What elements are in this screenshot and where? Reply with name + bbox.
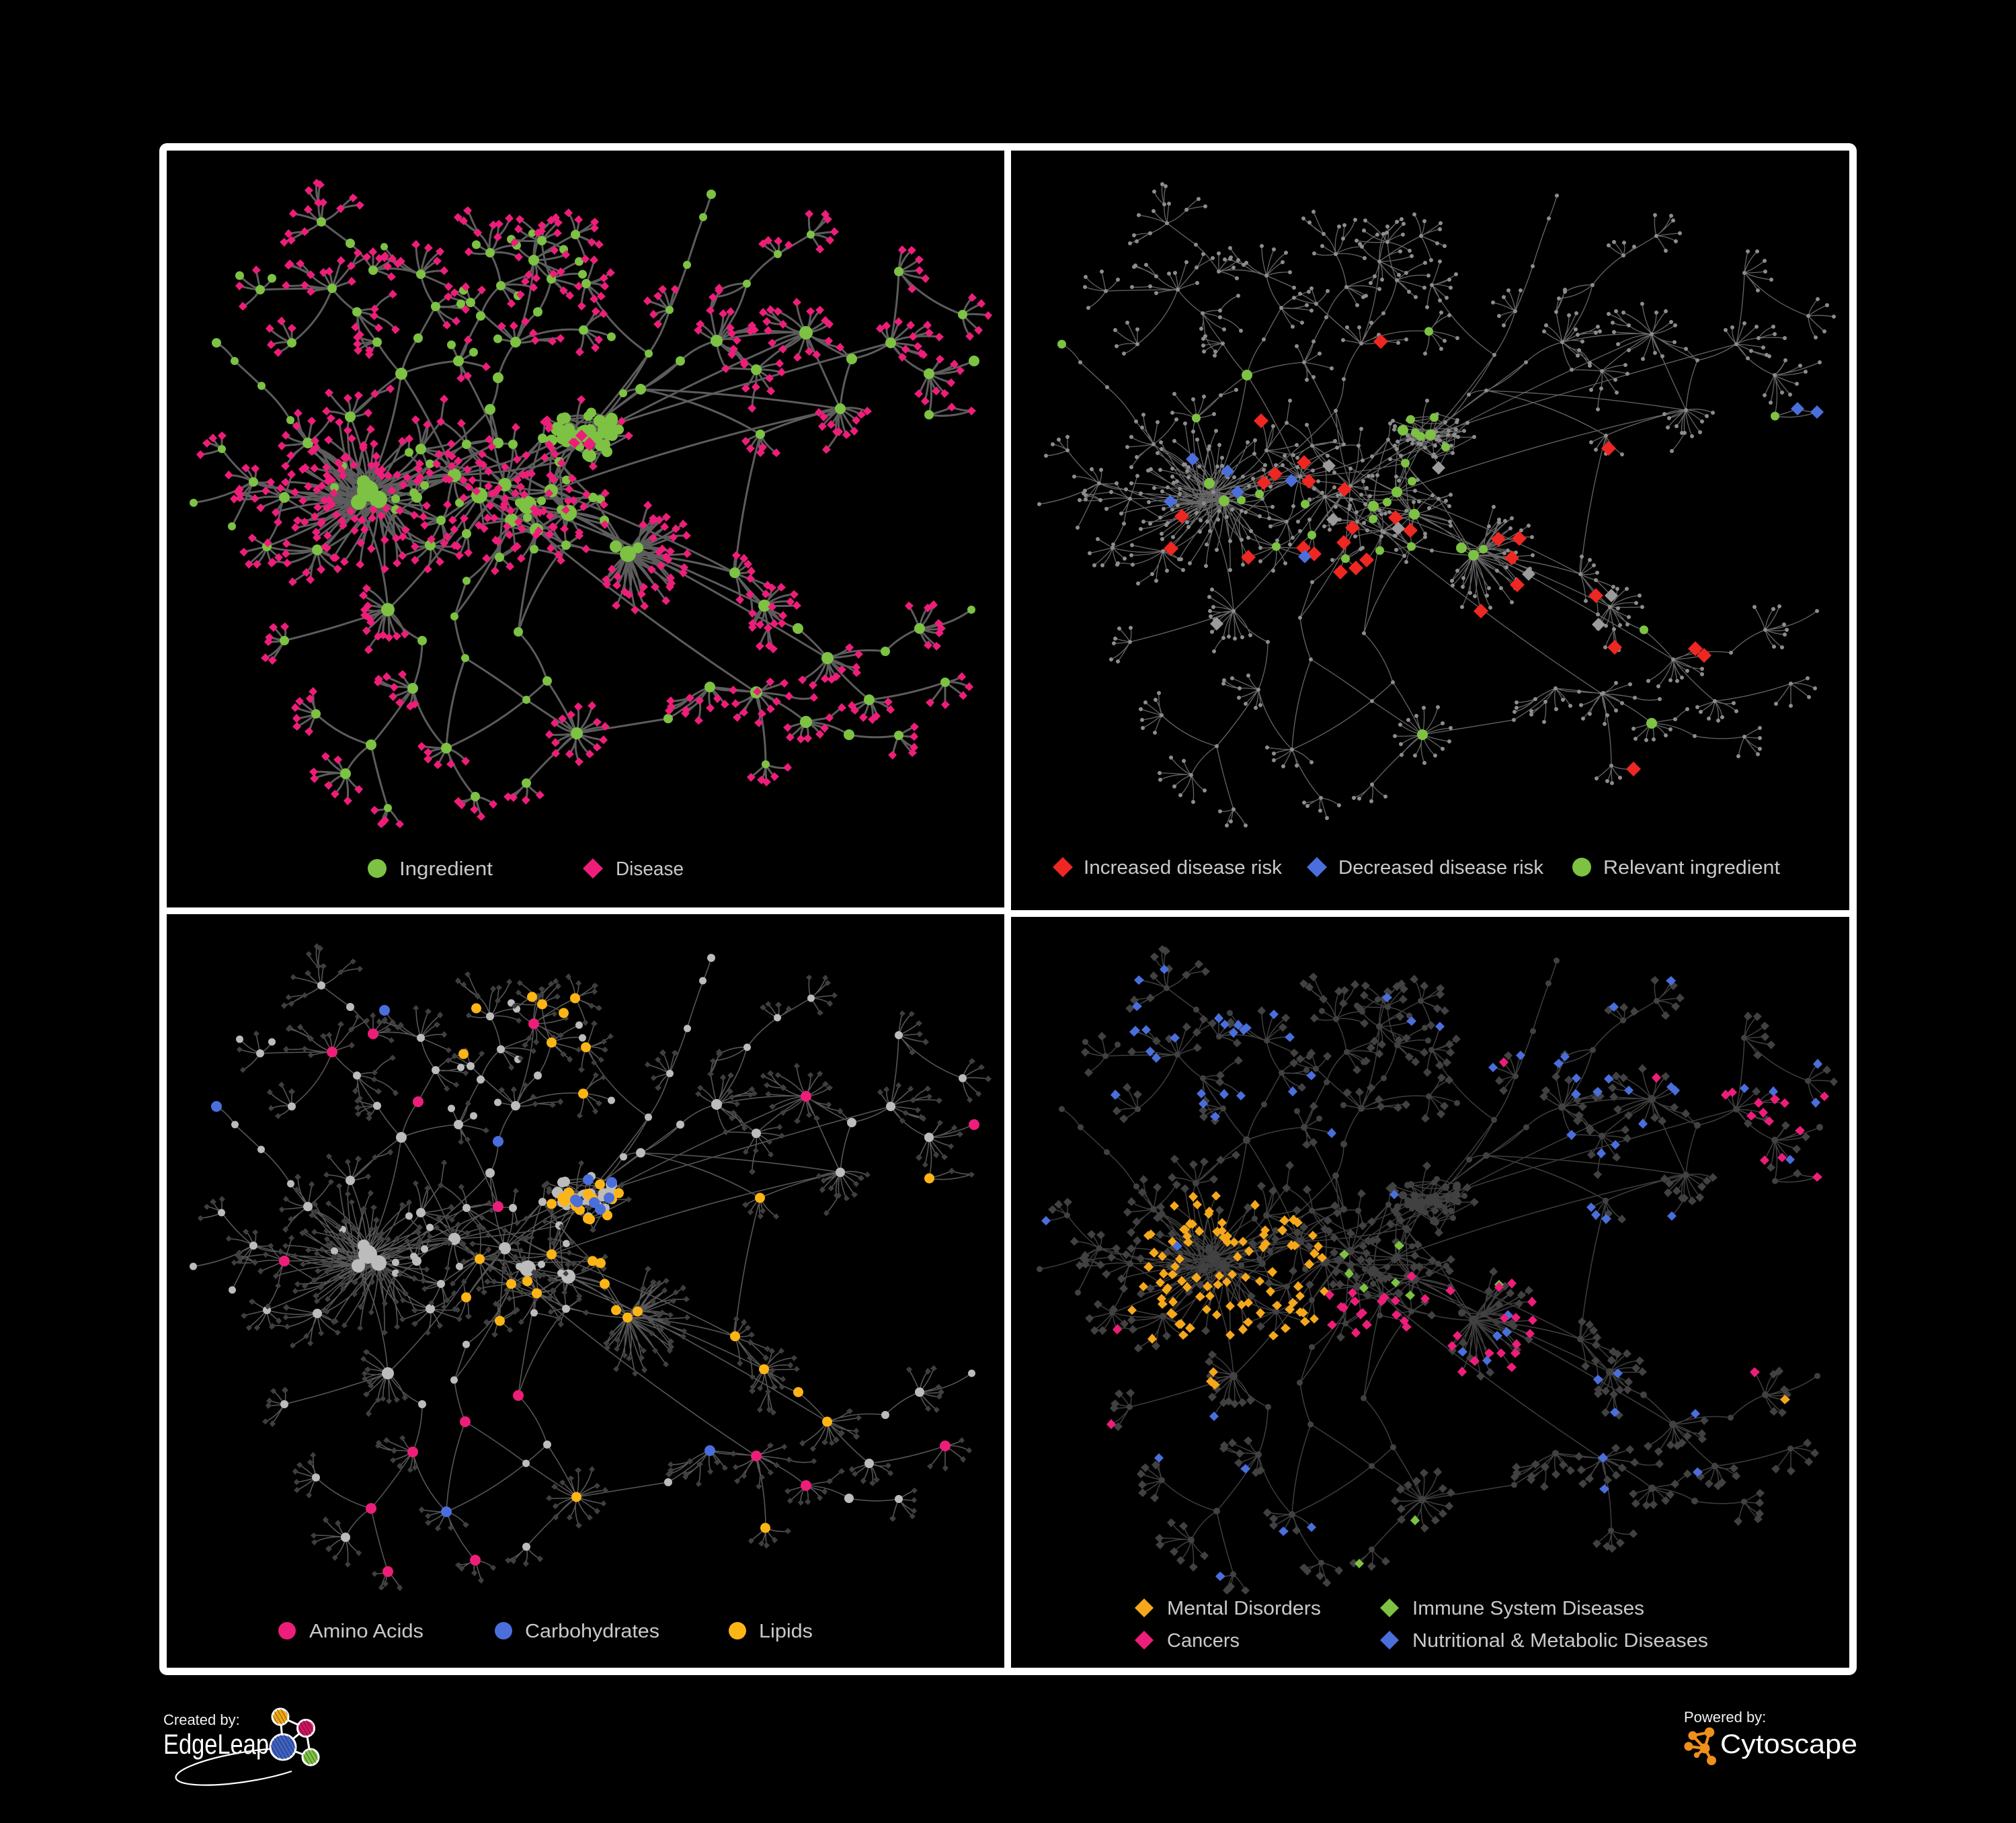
- svg-text:Carbohydrates: Carbohydrates: [525, 1621, 659, 1642]
- svg-text:Relevant ingredient: Relevant ingredient: [1603, 857, 1780, 879]
- svg-text:Ingredient: Ingredient: [399, 858, 493, 880]
- svg-text:Cytoscape: Cytoscape: [1720, 1730, 1857, 1759]
- svg-text:Disease: Disease: [616, 858, 684, 880]
- svg-text:EdgeLeap: EdgeLeap: [163, 1728, 269, 1760]
- svg-text:Increased disease risk: Increased disease risk: [1084, 857, 1283, 879]
- svg-text:Nutritional & Metabolic Diseas: Nutritional & Metabolic Diseases: [1412, 1630, 1708, 1652]
- svg-text:Created by:: Created by:: [163, 1711, 240, 1728]
- svg-text:Powered by:: Powered by:: [1684, 1709, 1766, 1726]
- svg-text:Immune System Diseases: Immune System Diseases: [1412, 1598, 1644, 1619]
- svg-text:Mental Disorders: Mental Disorders: [1167, 1598, 1321, 1619]
- svg-text:Amino Acids: Amino Acids: [309, 1621, 424, 1642]
- svg-text:Cancers: Cancers: [1167, 1630, 1240, 1652]
- svg-text:Decreased disease risk: Decreased disease risk: [1338, 857, 1543, 879]
- svg-text:Lipids: Lipids: [759, 1621, 813, 1642]
